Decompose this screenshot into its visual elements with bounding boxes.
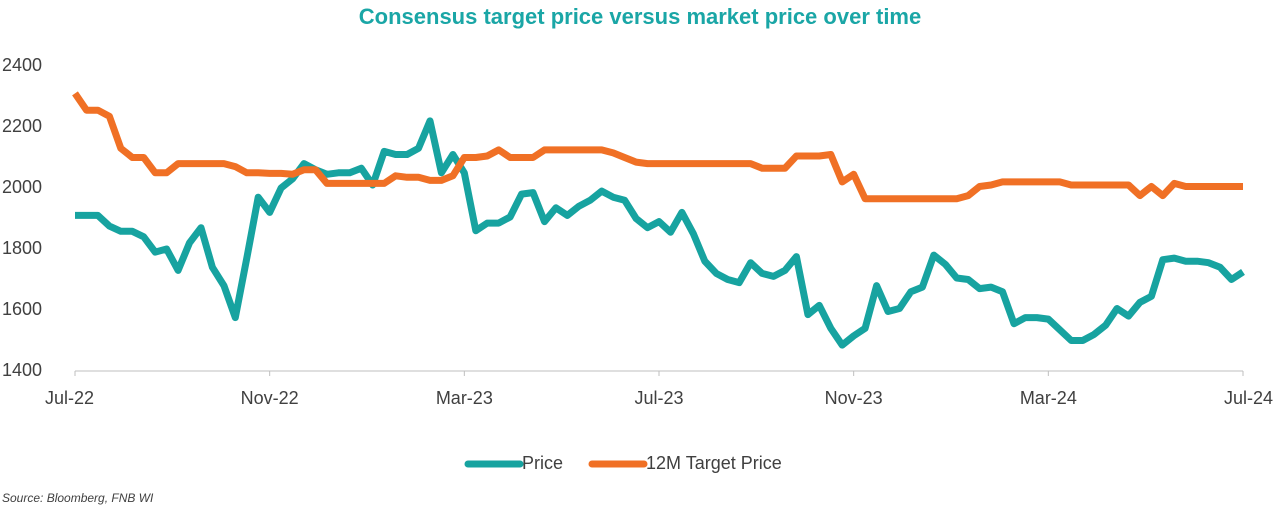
x-tick-label: Mar-23 [436, 388, 493, 408]
legend-label: 12M Target Price [646, 453, 782, 473]
y-tick-label: 1400 [2, 360, 42, 380]
x-tick-label: Jul-23 [634, 388, 683, 408]
y-tick-label: 1800 [2, 238, 42, 258]
series-line [72, 91, 1243, 203]
x-tick-label: Jul-24 [1224, 388, 1273, 408]
y-tick-label: 2400 [2, 55, 42, 75]
chart-title: Consensus target price versus market pri… [359, 4, 921, 29]
x-tick-label: Mar-24 [1020, 388, 1077, 408]
y-tick-label: 2000 [2, 177, 42, 197]
source-note: Source: Bloomberg, FNB WI [2, 491, 154, 505]
x-tick-label: Nov-22 [241, 388, 299, 408]
x-tick-label: Jul-22 [45, 388, 94, 408]
y-tick-label: 2200 [2, 116, 42, 136]
x-tick-label: Nov-23 [825, 388, 883, 408]
y-tick-label: 1600 [2, 299, 42, 319]
legend-label: Price [522, 453, 563, 473]
series-line [75, 117, 1245, 349]
